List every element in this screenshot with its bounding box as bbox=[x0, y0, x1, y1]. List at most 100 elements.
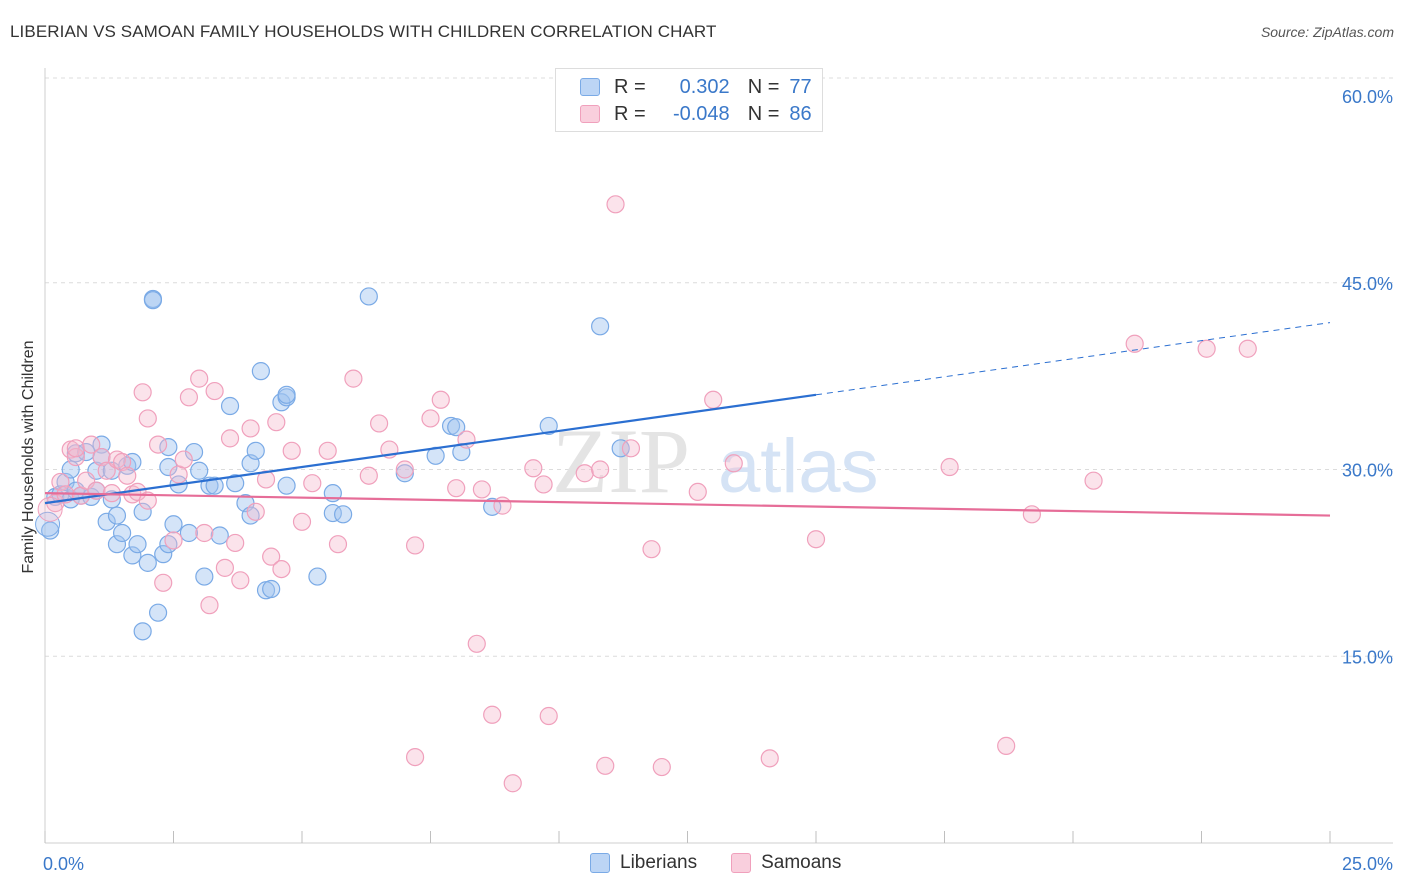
samoan-point bbox=[806, 530, 826, 549]
liberian-point bbox=[112, 523, 132, 543]
liberian-point bbox=[133, 502, 152, 521]
samoan-point bbox=[1125, 334, 1144, 353]
samoans-swatch bbox=[731, 853, 752, 873]
r-label: R = bbox=[614, 75, 646, 98]
liberian-point bbox=[143, 291, 163, 310]
n-label: N = bbox=[747, 102, 780, 125]
liberians-swatch bbox=[590, 853, 610, 873]
samoan-point bbox=[112, 452, 132, 472]
samoan-point bbox=[760, 749, 779, 768]
y-tick-label: 15.0% bbox=[1342, 647, 1393, 667]
legend-item-samoans[interactable]: Samoans bbox=[731, 852, 841, 874]
liberian-point bbox=[611, 439, 630, 458]
r-value-samoans: -0.048 bbox=[672, 102, 730, 125]
bottom-legend: Liberians Samoans bbox=[590, 852, 875, 874]
samoan-point bbox=[431, 390, 450, 409]
watermark-atlas: atlas bbox=[718, 424, 879, 509]
samoan-point bbox=[596, 756, 615, 775]
liberians-trend-extension bbox=[815, 322, 1331, 396]
liberian-point bbox=[334, 505, 353, 524]
liberian-point bbox=[210, 526, 229, 545]
liberian-point bbox=[277, 385, 296, 404]
liberian-point bbox=[359, 287, 378, 306]
samoan-point bbox=[66, 439, 85, 458]
samoan-point bbox=[267, 413, 286, 432]
samoan-point bbox=[328, 535, 348, 554]
liberian-point bbox=[246, 441, 265, 460]
liberian-point bbox=[184, 442, 204, 462]
samoan-point bbox=[483, 705, 502, 724]
samoan-point bbox=[405, 536, 425, 555]
liberian-point bbox=[195, 567, 214, 586]
legend-item-liberians[interactable]: Liberians bbox=[590, 852, 697, 874]
samoan-point bbox=[724, 454, 743, 473]
samoan-point bbox=[940, 457, 959, 477]
samoan-point bbox=[704, 390, 723, 409]
samoan-point bbox=[174, 450, 193, 469]
samoan-point bbox=[200, 596, 219, 615]
samoan-point bbox=[220, 429, 240, 448]
legend-label-samoans: Samoans bbox=[761, 852, 842, 873]
samoan-point bbox=[503, 774, 522, 793]
liberian-point bbox=[107, 535, 127, 554]
samoan-point bbox=[447, 479, 466, 498]
samoan-point bbox=[241, 419, 260, 438]
samoans-swatch bbox=[580, 105, 600, 123]
liberian-point bbox=[92, 435, 111, 454]
samoan-point bbox=[405, 747, 425, 767]
liberian-point bbox=[205, 476, 224, 495]
x-tick-label: 0.0% bbox=[43, 854, 84, 874]
samoan-point bbox=[195, 523, 214, 543]
samoan-point bbox=[272, 559, 291, 579]
samoan-point bbox=[138, 409, 157, 428]
liberians-swatch bbox=[580, 78, 600, 96]
liberians-trend-line bbox=[44, 393, 817, 505]
liberian-point bbox=[164, 515, 183, 534]
n-value-liberians: 77 bbox=[789, 75, 812, 98]
legend-row-liberians: R = 0.302 N = 77 bbox=[580, 74, 812, 100]
source-label: Source: ZipAtlas.com bbox=[1260, 24, 1394, 40]
watermark-zip: ZIP bbox=[552, 410, 690, 512]
samoan-point bbox=[318, 441, 337, 460]
y-tick-label: 30.0% bbox=[1342, 461, 1393, 481]
samoan-point bbox=[395, 460, 414, 479]
samoan-point bbox=[539, 706, 558, 726]
samoan-point bbox=[92, 447, 111, 467]
samoan-point bbox=[1022, 505, 1041, 524]
liberian-point bbox=[159, 457, 178, 477]
liberian-point bbox=[128, 535, 147, 554]
samoan-point bbox=[524, 459, 543, 478]
liberian-point bbox=[97, 512, 116, 531]
samoan-point bbox=[997, 736, 1016, 755]
samoan-point bbox=[292, 512, 312, 531]
n-value-samoans: 86 bbox=[789, 102, 812, 125]
liberian-point bbox=[447, 418, 466, 437]
samoan-point bbox=[97, 461, 116, 480]
samoan-point bbox=[534, 475, 553, 494]
samoan-point bbox=[591, 460, 610, 479]
tick-labels: 15.0% 30.0% 45.0% 60.0% 0.0% 25.0% bbox=[43, 87, 1393, 874]
stats-legend: R = 0.302 N = 77 R = -0.048 N = 86 bbox=[555, 68, 823, 132]
liberian-point bbox=[123, 452, 142, 472]
samoan-point bbox=[262, 547, 281, 566]
samoan-point bbox=[282, 441, 301, 460]
liberian-point bbox=[277, 476, 296, 495]
samoans-trend-line bbox=[44, 492, 1331, 517]
x-tick-label: 25.0% bbox=[1342, 854, 1393, 874]
axes bbox=[44, 68, 1393, 844]
liberian-point bbox=[190, 461, 209, 480]
y-tick-label: 60.0% bbox=[1342, 87, 1393, 107]
r-value-liberians: 0.302 bbox=[679, 75, 730, 98]
liberian-point bbox=[251, 362, 270, 381]
samoan-point bbox=[118, 466, 137, 485]
samoan-point bbox=[82, 435, 101, 454]
samoan-point bbox=[472, 480, 491, 499]
r-label: R = bbox=[614, 102, 646, 125]
samoan-point bbox=[164, 531, 183, 550]
samoan-point bbox=[370, 414, 389, 433]
samoan-point bbox=[205, 381, 224, 401]
samoan-point bbox=[606, 195, 625, 214]
samoan-point bbox=[303, 474, 322, 493]
samoan-point bbox=[190, 369, 209, 388]
